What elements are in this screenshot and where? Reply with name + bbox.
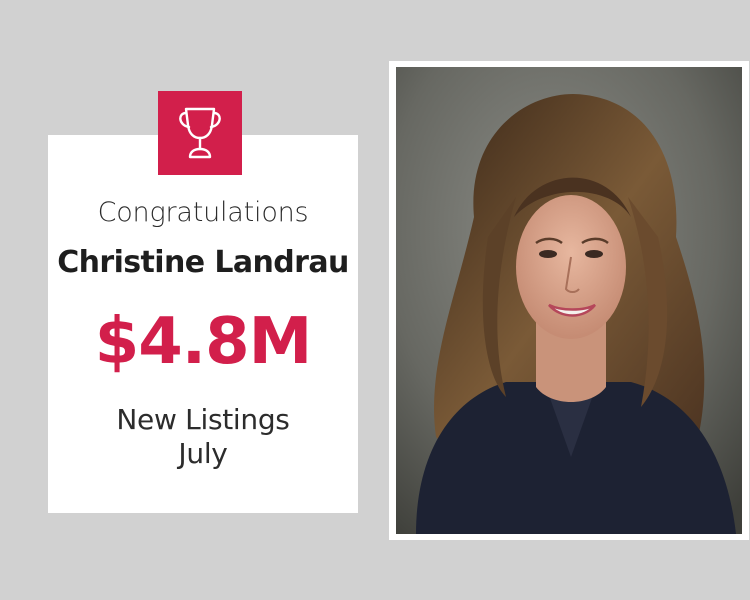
award-card: Congratulations Christine Landrau $4.8M … xyxy=(48,135,358,513)
portrait-frame xyxy=(389,61,749,540)
trophy-badge xyxy=(158,91,242,175)
award-category-line1: New Listings xyxy=(116,403,290,436)
greeting-text: Congratulations xyxy=(97,197,309,228)
award-period: July xyxy=(178,437,228,470)
recipient-name: Christine Landrau xyxy=(57,245,349,280)
award-amount: $4.8M xyxy=(94,305,313,379)
portrait-photo xyxy=(396,67,742,534)
trophy-icon xyxy=(179,107,221,159)
award-category: New Listings July xyxy=(48,403,358,471)
